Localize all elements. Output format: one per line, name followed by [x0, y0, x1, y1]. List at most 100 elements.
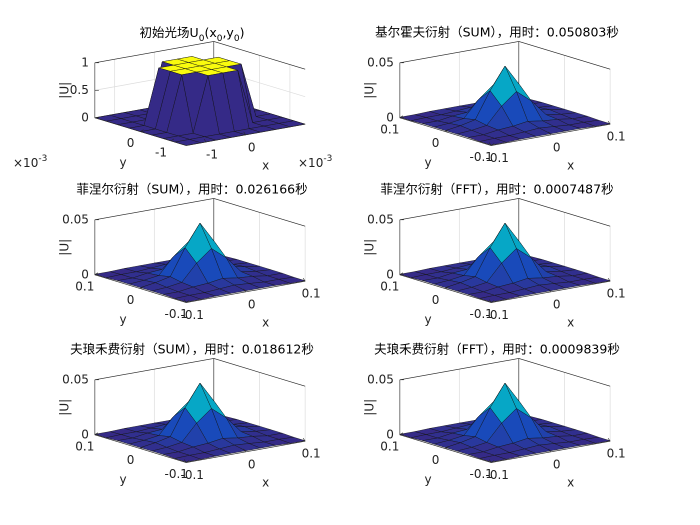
y-tick: [186, 460, 190, 463]
x-tick: [607, 121, 611, 125]
surface-face: [174, 455, 202, 463]
x-tick-label: 0: [553, 457, 561, 471]
y-tick-label: 0.1: [380, 279, 399, 293]
x-axis: [491, 280, 611, 303]
z-tick-label: 0: [386, 267, 394, 281]
x-axis: [491, 440, 611, 463]
x-tick-label: -0.1: [180, 468, 203, 482]
z-tick-label: 0: [386, 110, 394, 124]
x-axis-label: x: [567, 158, 574, 172]
x-tick: [302, 278, 306, 282]
z-tick-label: 0.05: [62, 372, 89, 386]
title-part: 0: [217, 34, 223, 44]
y-axis-label: y: [120, 473, 127, 487]
y-tick-label: 0: [432, 453, 440, 467]
exponent-power: -3: [323, 154, 332, 164]
z-axis-label: |U|: [362, 399, 376, 416]
exponent-base: ×10: [298, 156, 323, 170]
z-tick-label: 0: [81, 267, 89, 281]
title-part: (x: [204, 25, 216, 40]
y-tick-label: -0.1: [164, 307, 187, 321]
x-tick: [183, 459, 187, 463]
box-edge: [399, 198, 519, 221]
y-tick-label: 0.1: [380, 122, 399, 136]
x-tick: [243, 288, 246, 293]
y-tick: [170, 138, 175, 142]
x-tick: [488, 299, 492, 303]
x-tick: [488, 459, 492, 463]
axes-title: 基尔霍夫衍射（SUM），用时：0.050803秒: [375, 25, 619, 40]
x-axis-label: x: [567, 475, 574, 489]
title-part: 0: [199, 34, 205, 44]
x-tick: [302, 438, 306, 442]
box-edge: [399, 41, 519, 64]
y-tick: [186, 300, 190, 303]
y-axis-label: y: [425, 156, 432, 170]
axes: 00.05-0.100.1-0.100.1xy|U|基尔霍夫衍射（SUM），用时…: [362, 25, 625, 173]
y-axis-label: y: [120, 156, 127, 170]
x-tick-label: 0: [553, 140, 561, 154]
x-tick-label: 0.1: [302, 287, 321, 301]
title-part: ,y: [222, 25, 234, 40]
axes: 00.05-0.100.1-0.100.1xy|U|菲涅尔衍射（FFT），用时：…: [362, 182, 625, 330]
y-tick: [94, 272, 99, 276]
axes-title: 夫琅禾费衍射（FFT），用时：0.0009839秒: [374, 342, 620, 357]
x-tick: [243, 448, 246, 453]
x-axis-label: x: [567, 315, 574, 329]
surface-face: [479, 295, 507, 303]
x-axis-label: x: [262, 315, 269, 329]
y-tick-label: 0.1: [75, 279, 94, 293]
z-tick-label: 0: [81, 427, 89, 441]
y-tick-label: -0.1: [469, 307, 492, 321]
x-tick-label: 0.1: [302, 447, 321, 461]
box-edge: [518, 358, 611, 387]
z-tick-label: 0: [81, 110, 89, 124]
box-edge: [94, 198, 214, 221]
x-axis: [491, 123, 611, 146]
surface-face: [174, 295, 202, 303]
x-tick-label: -0.1: [180, 308, 203, 322]
z-tick-label: 0.05: [367, 212, 394, 226]
y-tick-label: 0: [127, 453, 135, 467]
y-axis-label: y: [425, 473, 432, 487]
x-tick-label: -0.1: [485, 468, 508, 482]
y-tick: [491, 300, 495, 303]
title-part: ): [240, 25, 245, 40]
box-edge: [518, 41, 611, 70]
exponent-base: ×10: [13, 156, 38, 170]
x-tick: [607, 278, 611, 282]
z-tick-label: 0.5: [70, 83, 89, 97]
surface-face: [479, 455, 507, 463]
y-tick: [445, 286, 449, 289]
z-axis-label: |U|: [57, 399, 71, 416]
z-tick-label: 0: [386, 427, 394, 441]
y-tick-label: 0.1: [75, 439, 94, 453]
x-axis-label: x: [262, 158, 269, 172]
x-tick-label: -0.1: [485, 308, 508, 322]
y-tick: [140, 446, 144, 449]
x-tick-label: -0.1: [485, 151, 508, 165]
y-tick-label: 0: [127, 136, 135, 150]
y-tick-label: 0.1: [380, 439, 399, 453]
x-tick-label: 0: [248, 140, 256, 154]
title-part: 初始光场U: [140, 25, 199, 40]
y-tick-label: 0: [432, 293, 440, 307]
x-tick-label: 0: [248, 297, 256, 311]
axes-title: 菲涅尔衍射（SUM），用时：0.026166秒: [76, 182, 307, 197]
y-tick: [399, 115, 404, 119]
y-tick: [491, 460, 495, 463]
y-axis-label: y: [120, 313, 127, 327]
box-edge: [213, 198, 306, 227]
x-tick-label: 0.1: [607, 287, 626, 301]
box-edge: [213, 358, 306, 387]
y-tick-label: 0: [432, 136, 440, 150]
x-tick-label: 0.1: [607, 130, 626, 144]
axis-exponent: ×10-3: [298, 154, 332, 170]
x-tick: [548, 448, 551, 453]
y-tick-label: -0.1: [164, 467, 187, 481]
box-edge: [213, 41, 306, 70]
box-edge: [518, 198, 611, 227]
